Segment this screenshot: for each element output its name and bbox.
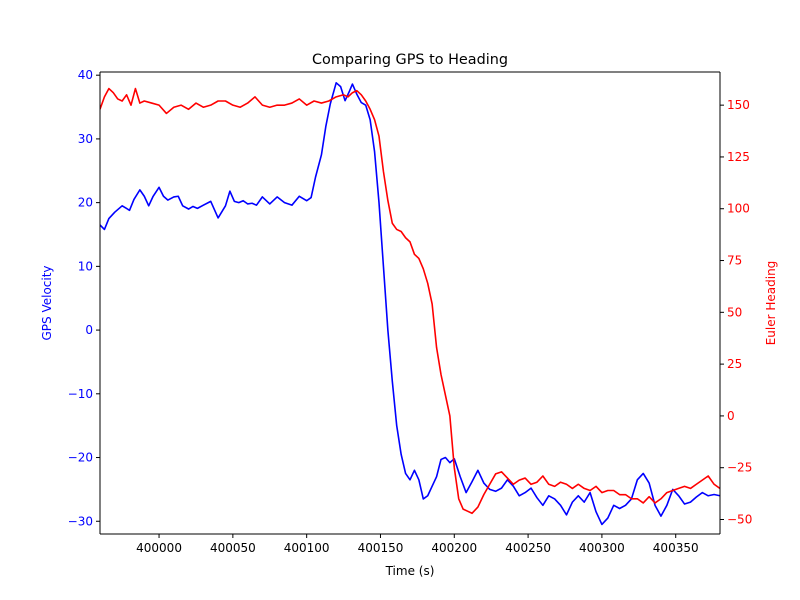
right-y-tick-label: 25 xyxy=(727,357,742,371)
left-y-tick-label: 40 xyxy=(78,68,93,82)
tick-layer: 400000 400050 400100 400150 400200 400250 4003… xyxy=(68,68,753,555)
x-tick-label: 400150 xyxy=(358,541,404,555)
x-tick-label: 400100 xyxy=(284,541,330,555)
right-y-tick-label: 75 xyxy=(727,254,742,268)
x-tick-label: 400050 xyxy=(210,541,256,555)
chart-title: Comparing GPS to Heading xyxy=(312,52,508,68)
x-tick-label: 400250 xyxy=(505,541,551,555)
x-tick-label: 400000 xyxy=(136,541,182,555)
left-y-tick-label: −30 xyxy=(68,514,93,528)
right-y-tick-label: −25 xyxy=(727,461,752,475)
series-layer xyxy=(100,82,720,526)
plot-area xyxy=(100,72,720,534)
left-y-tick-label: 20 xyxy=(78,196,93,210)
x-tick-label: 400300 xyxy=(579,541,625,555)
left-y-tick-label: 30 xyxy=(78,132,93,146)
right-y-tick-label: 150 xyxy=(727,98,750,112)
right-y-tick-label: 0 xyxy=(727,409,735,423)
left-y-tick-label: −20 xyxy=(68,451,93,465)
right-y-tick-label: −50 xyxy=(727,512,752,526)
x-axis-label: Time (s) xyxy=(385,564,435,578)
right-y-tick-label: 125 xyxy=(727,150,750,164)
gps-velocity-line xyxy=(100,82,720,526)
euler-heading-line xyxy=(100,87,720,515)
left-y-axis-label: GPS Velocity xyxy=(40,265,54,340)
right-y-tick-label: 100 xyxy=(727,202,750,216)
left-y-tick-label: 0 xyxy=(85,323,93,337)
left-y-tick-label: −10 xyxy=(68,387,93,401)
right-y-axis-label: Euler Heading xyxy=(764,261,778,346)
right-y-tick-label: 50 xyxy=(727,305,742,319)
x-tick-label: 400350 xyxy=(653,541,699,555)
left-y-tick-label: 10 xyxy=(78,259,93,273)
x-tick-label: 400200 xyxy=(431,541,477,555)
